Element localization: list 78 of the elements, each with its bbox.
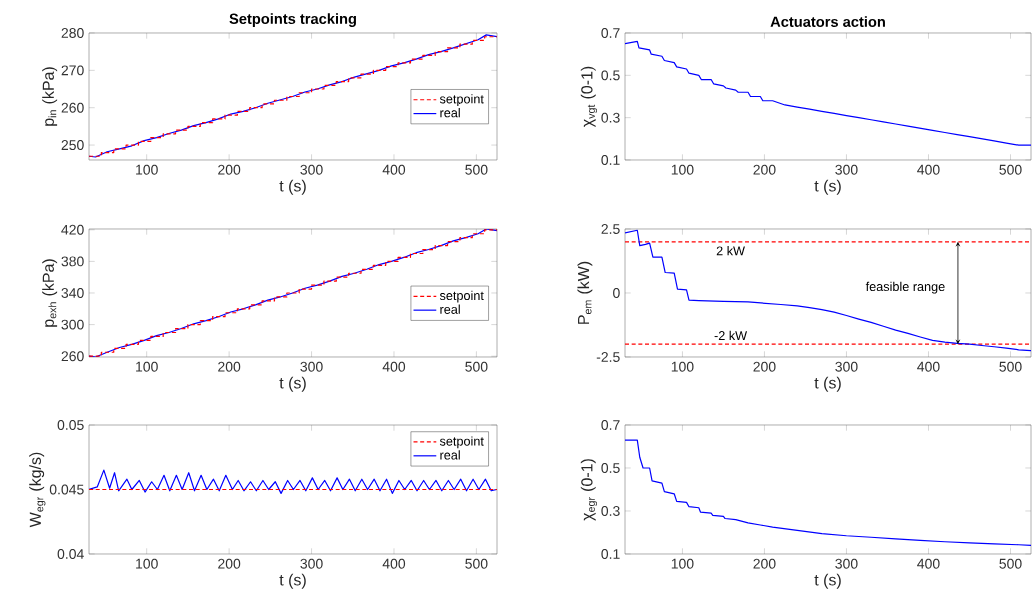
y-tick-label: 0.3 [601,112,620,123]
y-tick-label: 0.7 [601,28,620,38]
x-tick-label: 100 [671,164,694,175]
y-tick-label: 2.5 [601,224,620,234]
y-tick-label: 280 [61,28,84,38]
y-axis-title: p$_{in}$ (kPa) [42,67,58,126]
y-tick-label: 300 [61,319,84,330]
x-tick-label: 200 [218,558,241,569]
y-tick-label: 0.5 [601,70,620,81]
y-tick-label: 340 [61,288,84,298]
line-series [89,469,497,494]
chart-title: Actuators action [770,16,885,27]
x-tick-label: 500 [465,361,488,372]
x-axis-title: t (s) [279,573,306,589]
y-tick-label: 0.3 [601,506,620,516]
x-tick-label: 300 [835,164,858,175]
legend-label: real [440,107,460,118]
y-tick-label: 0.1 [601,549,620,559]
y-tick-label: 0.5 [601,463,620,473]
annotation: feasible range [865,281,945,294]
line-series [625,439,1032,546]
y-tick-label: 0 [613,288,620,298]
x-tick-label: 400 [382,164,406,175]
x-tick-label: 100 [136,361,158,372]
legend-label: setpoint [439,290,484,303]
x-tick-label: 100 [136,558,158,569]
x-axis-title: t (s) [814,179,841,195]
x-tick-label: 100 [671,361,694,372]
x-tick-label: 500 [999,164,1022,175]
y-axis-title: W$_{egr}$ (kg/s) [29,452,46,528]
legend-label: real [440,450,460,460]
y-tick-label: 420 [61,224,84,235]
x-tick-label: 200 [753,164,776,175]
x-tick-label: 500 [999,558,1022,569]
y-tick-label: 270 [61,65,84,76]
x-tick-label: 300 [300,558,323,569]
y-tick-label: 260 [61,351,84,362]
x-tick-label: 300 [835,558,858,569]
x-tick-label: 300 [300,164,323,175]
x-tick-label: 400 [917,164,940,175]
chart-title: Setpoints tracking [229,13,356,27]
y-tick-label: 250 [61,140,84,151]
legend-label: setpoint [439,436,484,449]
x-tick-label: 200 [753,361,776,372]
x-tick-label: 400 [382,558,406,569]
legend-label: setpoint [439,94,484,106]
y-tick-label: 0.04 [57,549,84,559]
legend-label: real [440,304,460,314]
x-tick-label: 400 [917,558,940,569]
y-tick-label: -2.5 [596,352,620,362]
x-tick-label: 500 [465,558,488,569]
x-axis-title: t (s) [279,179,306,195]
x-axis-title: t (s) [814,573,841,589]
x-tick-label: 100 [671,558,694,569]
y-axis-title: χ$_{vgt}$ (0-1) [580,66,598,128]
y-axis-title: χ$_{egr}$ (0-1) [580,459,598,521]
x-tick-label: 500 [999,361,1022,372]
x-tick-label: 400 [917,361,940,372]
x-axis-title: t (s) [814,376,841,392]
x-tick-label: 300 [835,361,858,372]
x-tick-label: 200 [753,558,776,569]
y-axis-title: P$_{em}$ (kW) [577,261,593,324]
x-tick-label: 300 [300,361,323,372]
y-tick-label: 0.045 [49,484,84,495]
y-tick-label: 260 [61,102,84,113]
x-tick-label: 200 [218,164,241,175]
x-tick-label: 400 [382,361,406,372]
y-tick-label: 0.1 [601,155,620,165]
ref-line-label: 2 kW [716,246,745,256]
ref-line-label: -2 kW [714,330,748,340]
x-tick-label: 100 [136,164,158,175]
y-tick-label: 0.7 [601,420,620,430]
x-tick-label: 200 [218,361,241,372]
x-tick-label: 500 [465,164,488,175]
y-tick-label: 380 [61,256,84,267]
y-axis-title: p$_{exh}$ (kPa) [42,259,58,327]
x-axis-title: t (s) [279,376,306,392]
y-tick-label: 0.05 [57,420,84,430]
